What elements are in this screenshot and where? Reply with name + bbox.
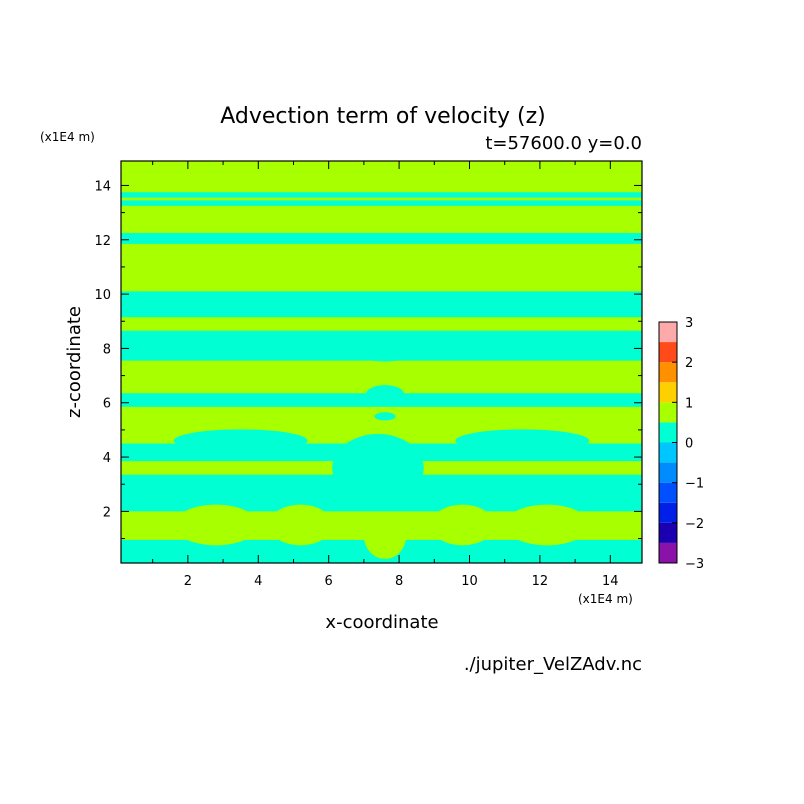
positive-region bbox=[328, 268, 442, 288]
colorbar-segment bbox=[659, 382, 677, 403]
x-unit-label: (x1E4 m) bbox=[578, 592, 633, 606]
colorbar-segment bbox=[659, 462, 677, 483]
y-axis-label: z-coordinate bbox=[64, 306, 85, 418]
y-axis: 2 4 6 8 10 12 14 bbox=[94, 179, 642, 540]
x-tick-label: 8 bbox=[395, 574, 403, 589]
chart-title: Advection term of velocity (z) bbox=[220, 104, 546, 129]
colorbar: 3 2 1 0 −1 −2 −3 bbox=[658, 316, 704, 572]
colorbar-segment bbox=[659, 542, 677, 563]
y-unit-label: (x1E4 m) bbox=[40, 130, 95, 144]
colorbar-segment bbox=[659, 402, 677, 423]
x-axis: 2 4 6 8 10 12 14 bbox=[152, 161, 619, 589]
negative-band bbox=[121, 200, 642, 206]
colorbar-tick-label: 0 bbox=[685, 437, 693, 452]
y-tick-label: 14 bbox=[94, 179, 111, 194]
x-tick-label: 6 bbox=[325, 574, 333, 589]
colorbar-tick-label: 3 bbox=[685, 316, 693, 331]
colorbar-segment bbox=[659, 422, 677, 443]
negative-region bbox=[455, 429, 590, 453]
colorbar-segment bbox=[659, 482, 677, 503]
x-tick-label: 4 bbox=[254, 574, 262, 589]
negative-region bbox=[173, 429, 308, 453]
y-tick-label: 6 bbox=[103, 397, 111, 412]
x-axis-label: x-coordinate bbox=[325, 612, 438, 633]
positive-region bbox=[363, 512, 407, 559]
colorbar-segment bbox=[659, 362, 677, 383]
colorbar-segment bbox=[659, 442, 677, 463]
colorbar-segment bbox=[659, 342, 677, 363]
colorbar-tick-label: 2 bbox=[685, 356, 693, 371]
source-filename: ./jupiter_VelZAdv.nc bbox=[464, 654, 642, 675]
colorbar-tick-label: −3 bbox=[685, 557, 704, 572]
positive-region bbox=[504, 504, 590, 546]
negative-region bbox=[332, 433, 424, 502]
positive-region bbox=[367, 254, 403, 269]
colorbar-segment bbox=[659, 522, 677, 543]
positive-region bbox=[173, 504, 259, 546]
colorbar-tick-label: −1 bbox=[685, 477, 704, 492]
x-tick-label: 2 bbox=[184, 574, 192, 589]
contour-field bbox=[121, 161, 642, 563]
plot-frame bbox=[120, 160, 643, 564]
negative-band bbox=[121, 192, 642, 198]
negative-region bbox=[374, 412, 396, 421]
x-tick-label: 14 bbox=[602, 574, 619, 589]
y-tick-label: 4 bbox=[103, 451, 111, 466]
positive-region bbox=[430, 504, 495, 546]
x-tick-label: 10 bbox=[461, 574, 478, 589]
colorbar-segment bbox=[659, 322, 677, 343]
colorbar-tick-label: 1 bbox=[685, 396, 693, 411]
y-tick-label: 12 bbox=[94, 234, 111, 249]
y-tick-label: 10 bbox=[94, 288, 111, 303]
negative-region bbox=[365, 385, 405, 405]
negative-band bbox=[121, 291, 642, 318]
negative-band bbox=[121, 232, 642, 244]
positive-region bbox=[268, 504, 333, 546]
y-tick-label: 8 bbox=[103, 342, 111, 357]
y-tick-label: 2 bbox=[103, 505, 111, 520]
colorbar-tick-label: −2 bbox=[685, 517, 704, 532]
chart-subtitle: t=57600.0 y=0.0 bbox=[485, 133, 642, 154]
colorbar-segment bbox=[659, 502, 677, 523]
negative-region bbox=[353, 340, 417, 362]
x-tick-label: 12 bbox=[532, 574, 549, 589]
